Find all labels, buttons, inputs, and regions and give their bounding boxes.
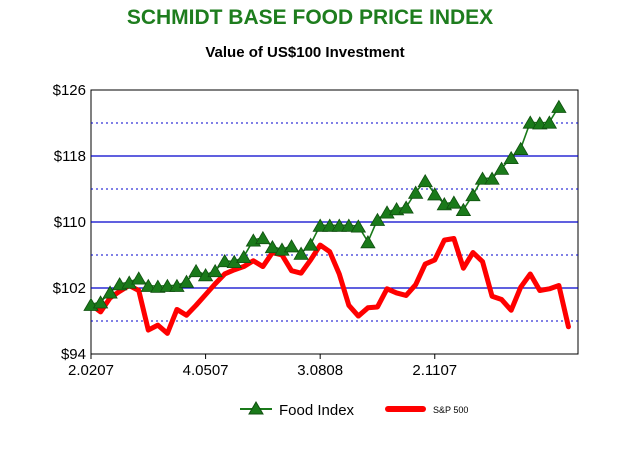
y-tick-label: $118 xyxy=(54,148,86,165)
food-marker xyxy=(102,285,118,299)
food-marker xyxy=(360,235,376,249)
food-marker xyxy=(455,202,472,217)
food-marker xyxy=(522,115,538,129)
food-marker xyxy=(465,187,481,202)
food-marker xyxy=(92,295,109,309)
food-marker xyxy=(341,218,357,232)
y-tick-label: $94 xyxy=(61,346,86,363)
food-marker xyxy=(541,115,558,129)
food-marker xyxy=(264,239,281,254)
food-marker xyxy=(216,253,233,268)
x-tick-label: 2.0207 xyxy=(68,362,114,379)
legend-food-label: Food Index xyxy=(279,402,355,419)
food-marker xyxy=(484,171,500,185)
food-marker xyxy=(474,171,491,185)
food-marker xyxy=(159,278,176,292)
food-marker xyxy=(293,246,309,260)
food-marker xyxy=(369,212,386,226)
series-sp500-line xyxy=(88,236,571,336)
legend: Food Index S&P 500 xyxy=(240,401,468,419)
food-marker xyxy=(551,99,567,113)
y-tick-label: $102 xyxy=(53,280,86,297)
food-marker xyxy=(322,218,338,232)
food-marker xyxy=(493,161,510,175)
chart-title: SCHMIDT BASE FOOD PRICE INDEX xyxy=(127,6,493,29)
food-marker xyxy=(131,271,147,285)
food-marker xyxy=(331,218,347,232)
legend-sp-label: S&P 500 xyxy=(433,405,468,415)
food-marker xyxy=(178,274,195,288)
food-marker xyxy=(503,150,519,165)
x-tick-label: 3.0808 xyxy=(297,362,343,379)
food-marker xyxy=(513,141,529,155)
food-marker xyxy=(407,185,424,199)
chart-subtitle: Value of US$100 Investment xyxy=(205,44,404,61)
food-marker xyxy=(417,173,433,188)
y-tick-label: $126 xyxy=(53,82,86,99)
x-tick-label: 2.1107 xyxy=(412,362,457,379)
food-marker xyxy=(255,230,271,245)
food-marker xyxy=(302,237,319,251)
food-marker xyxy=(398,200,414,214)
axes: $94 $102 $110 $118 $126 2.0207 4.0507 3.0808 2.1… xyxy=(53,82,458,379)
x-tick-label: 4.0507 xyxy=(183,362,229,379)
food-marker xyxy=(446,195,462,209)
food-marker xyxy=(312,218,328,232)
y-tick-label: $110 xyxy=(54,214,86,231)
food-marker xyxy=(140,278,156,292)
food-marker xyxy=(427,187,443,201)
series xyxy=(83,99,571,336)
food-marker xyxy=(236,249,252,264)
food-marker xyxy=(283,239,300,253)
food-marker xyxy=(188,263,204,278)
food-marker xyxy=(350,219,367,233)
plot-area xyxy=(90,89,579,355)
food-marker xyxy=(207,263,223,278)
legend-food-marker xyxy=(248,401,264,415)
